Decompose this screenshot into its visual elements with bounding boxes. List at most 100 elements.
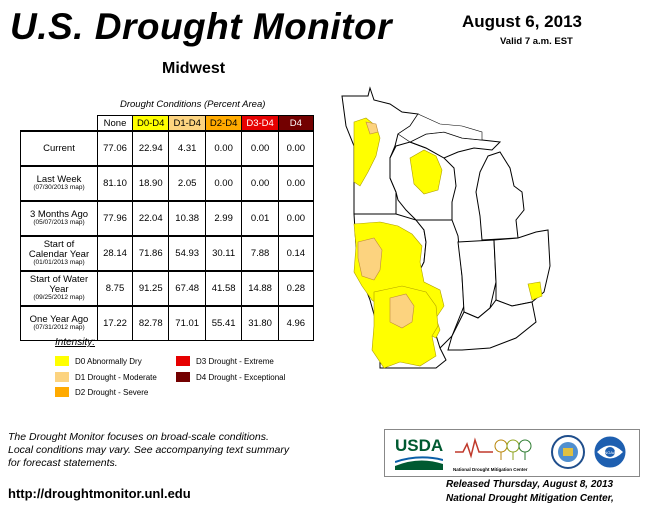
table-cell: 0.14 [277,235,314,272]
legend-label-d3: D3 Drought - Extreme [196,356,274,366]
table-row: Last Week (07/30/2013 map) 81.10 18.90 2.05 0… [20,165,314,202]
table-row: Current 77.06 22.94 4.31 0.00 0.00 0.00 [20,130,314,167]
row-label: Current [20,130,98,167]
table-cell: 18.90 [131,165,170,202]
table-caption: Drought Conditions (Percent Area) [120,99,266,110]
drought-area-d0 [371,285,439,369]
drought-area-d1 [365,121,379,135]
drought-conditions-table: None D0-D4 D1-D4 D2-D4 D3-D4 D4 Current 7… [20,115,314,341]
table-cell: 10.38 [168,200,206,237]
usda-seal-icon [551,435,585,469]
table-cell: 77.96 [97,200,133,237]
footer-note-line: for forecast statements. [8,457,118,469]
row-label-text: Start of Water Year [29,274,89,296]
table-cell: 0.00 [204,165,243,202]
table-row: Start of Calendar Year (01/01/2013 map) 28… [20,235,314,272]
map-date: August 6, 2013 [462,12,582,31]
row-label: Last Week (07/30/2013 map) [20,165,98,202]
table-cell: 71.86 [131,235,170,272]
legend-item-d1: D1 Drought - Moderate [55,372,157,382]
table-cell: 55.41 [204,305,243,341]
table-cell: 67.48 [168,270,206,307]
table-cell: 22.04 [131,200,170,237]
release-date: Released Thursday, August 8, 2013 [446,479,614,490]
table-cell: 0.00 [277,200,314,237]
legend-label-d0: D0 Abnormally Dry [75,356,142,366]
legend-label-d2: D2 Drought - Severe [75,387,149,397]
legend-item-d3: D3 Drought - Extreme [176,356,274,366]
state-michigan-lp [475,151,525,241]
table-cell: 0.00 [277,130,314,167]
legend-label-d4: D4 Drought - Exceptional [196,372,286,382]
column-header: D0-D4 [131,115,170,132]
row-label: One Year Ago (07/31/2012 map) [20,305,98,341]
legend-swatch-d3 [176,356,190,366]
table-cell: 28.14 [97,235,133,272]
row-label: 3 Months Ago (05/07/2013 map) [20,200,98,237]
legend-swatch-d1 [55,372,69,382]
row-label-text: Start of Calendar Year [28,239,90,261]
usda-swoosh-icon [395,456,443,470]
table-cell: 81.10 [97,165,133,202]
valid-time: Valid 7 a.m. EST [500,36,573,47]
midwest-drought-map [341,86,551,369]
author: National Drought Mitigation Center, [446,493,614,504]
row-label: Start of Calendar Year (01/01/2013 map) [20,235,98,272]
table-cell: 22.94 [131,130,170,167]
table-cell: 2.05 [168,165,206,202]
drought-area-d1 [389,293,415,329]
table-cell: 4.31 [168,130,206,167]
table-cell: 41.58 [204,270,243,307]
table-cell: 30.11 [204,235,243,272]
state-kentucky [447,299,537,351]
legend-swatch-d0 [55,356,69,366]
column-header: None [97,115,133,132]
table-cell: 0.28 [277,270,314,307]
footer-note-line: Local conditions may vary. See accompany… [8,444,290,456]
ndmc-logo: National Drought Mitigation Center [453,434,535,474]
drought-area-d1 [357,237,383,281]
page-title: U.S. Drought Monitor [10,6,392,47]
usda-logo: USDA [395,436,444,455]
table-cell: 0.01 [241,200,279,237]
table-cell: 4.96 [277,305,314,341]
legend-label-d1: D1 Drought - Moderate [75,372,157,382]
website-url[interactable]: http://droughtmonitor.unl.edu [8,486,191,501]
table-row: 3 Months Ago (05/07/2013 map) 77.96 22.04 10… [20,200,314,237]
row-label-date: (07/31/2012 map) [33,324,85,332]
legend-swatch-d4 [176,372,190,382]
table-cell: 54.93 [168,235,206,272]
table-cell: 0.00 [241,130,279,167]
column-header: D1-D4 [168,115,206,132]
noaa-logo-icon: NOAA [593,435,627,469]
drought-area-d0 [353,117,381,187]
legend-title: Intensity: [55,337,96,348]
legend-swatch-d2 [55,387,69,397]
table-cell: 82.78 [131,305,170,341]
row-label-date: (09/25/2012 map) [33,294,85,302]
lake-superior-shoreline [397,113,483,143]
ndmc-trees-icon [455,437,532,460]
partner-logos: USDA National Drought Mitigation Center … [384,429,640,477]
legend-item-d4: D4 Drought - Exceptional [176,372,285,382]
region-title: Midwest [162,60,226,77]
table-cell: 7.88 [241,235,279,272]
row-label-text: Current [43,142,75,154]
row-label-text: One Year Ago [29,314,89,326]
table-cell: 17.22 [97,305,133,341]
table-cell: 0.00 [204,130,243,167]
table-cell: 71.01 [168,305,206,341]
table-cell: 14.88 [241,270,279,307]
table-cell: 91.25 [131,270,170,307]
row-label: Start of Water Year (09/25/2012 map) [20,270,98,307]
footer-note-line: The Drought Monitor focuses on broad-sca… [8,431,269,443]
column-header: D4 [277,115,314,132]
row-label-text: 3 Months Ago [29,209,89,221]
table-cell: 2.99 [204,200,243,237]
column-header: D2-D4 [204,115,243,132]
ndmc-logo-text: National Drought Mitigation Center [453,467,528,472]
column-header: D3-D4 [241,115,279,132]
row-label-date: (07/30/2013 map) [33,184,85,192]
row-label-date: (05/07/2013 map) [33,219,85,227]
noaa-logo-text: NOAA [604,450,616,455]
